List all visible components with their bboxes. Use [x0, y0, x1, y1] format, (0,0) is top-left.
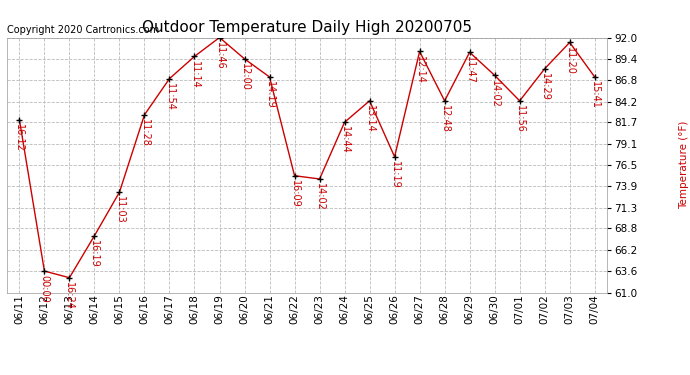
Text: 11:56: 11:56	[515, 105, 524, 133]
Text: 11:19: 11:19	[390, 161, 400, 189]
Text: 14:02: 14:02	[315, 183, 324, 211]
Text: 14:02: 14:02	[490, 80, 500, 107]
Text: 14:19: 14:19	[264, 81, 275, 109]
Text: 11:46: 11:46	[215, 42, 224, 69]
Text: 11:47: 11:47	[464, 57, 475, 84]
Y-axis label: Temperature (°F): Temperature (°F)	[679, 121, 689, 209]
Text: 11:54: 11:54	[164, 83, 175, 111]
Text: 13:14: 13:14	[364, 105, 375, 133]
Text: 11:14: 11:14	[190, 61, 199, 88]
Text: 11:03: 11:03	[115, 196, 124, 224]
Text: 14:44: 14:44	[339, 126, 350, 154]
Text: 15:41: 15:41	[590, 81, 600, 109]
Text: 11:20: 11:20	[564, 46, 575, 75]
Text: 16:24: 16:24	[64, 282, 75, 310]
Text: 00:00: 00:00	[39, 275, 50, 303]
Text: 16:12: 16:12	[14, 124, 24, 152]
Text: 11:28: 11:28	[139, 119, 150, 147]
Text: 12:48: 12:48	[440, 105, 450, 133]
Text: 12:14: 12:14	[415, 56, 424, 84]
Title: Outdoor Temperature Daily High 20200705: Outdoor Temperature Daily High 20200705	[142, 20, 472, 35]
Text: 14:29: 14:29	[540, 73, 550, 101]
Text: 16:19: 16:19	[90, 240, 99, 268]
Text: 12:00: 12:00	[239, 63, 250, 91]
Text: Copyright 2020 Cartronics.com: Copyright 2020 Cartronics.com	[7, 25, 159, 35]
Text: 16:09: 16:09	[290, 180, 299, 208]
